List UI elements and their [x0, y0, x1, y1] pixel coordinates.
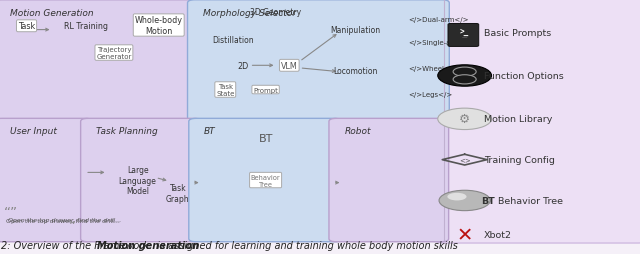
Text: Behavior
Tree: Behavior Tree: [251, 174, 280, 187]
Text: ⚙: ⚙: [459, 113, 470, 126]
Text: Motion Library: Motion Library: [484, 115, 552, 124]
Text: BT: BT: [259, 133, 273, 144]
Circle shape: [453, 75, 476, 85]
Text: RL Training: RL Training: [64, 22, 108, 31]
Text: Morphology Selector: Morphology Selector: [203, 9, 296, 18]
Text: 2D: 2D: [237, 61, 249, 71]
Text: Task: Task: [18, 22, 35, 31]
Circle shape: [438, 66, 492, 87]
Circle shape: [447, 193, 467, 201]
FancyBboxPatch shape: [189, 119, 342, 242]
Text: </>Dual-arm</>: </>Dual-arm</>: [408, 17, 469, 23]
Text: Large
Language
Model: Large Language Model: [118, 166, 157, 195]
Text: Robot: Robot: [344, 127, 371, 136]
Text: Locomotion: Locomotion: [333, 67, 378, 76]
FancyBboxPatch shape: [0, 1, 200, 121]
FancyBboxPatch shape: [0, 119, 93, 242]
Text: ”: ”: [68, 220, 76, 233]
Text: Manipulation: Manipulation: [330, 26, 380, 35]
Circle shape: [453, 68, 476, 77]
FancyBboxPatch shape: [81, 119, 202, 242]
Text: Open the top drawer, find the drill...: Open the top drawer, find the drill...: [6, 218, 120, 224]
Text: Motion generation: Motion generation: [97, 241, 198, 250]
Text: Basic Prompts: Basic Prompts: [484, 28, 551, 38]
Text: ✕: ✕: [456, 226, 473, 244]
Text: >_: >_: [460, 27, 469, 36]
Text: Prompt: Prompt: [253, 87, 278, 93]
Text: Xbot2: Xbot2: [484, 230, 512, 240]
Text: Task
Graph: Task Graph: [166, 183, 189, 203]
Text: BT: BT: [481, 196, 494, 205]
FancyBboxPatch shape: [188, 1, 449, 121]
Text: is assigned for learning and training whole body motion skills: is assigned for learning and training wh…: [154, 241, 458, 250]
Text: Function Options: Function Options: [484, 72, 564, 81]
Text: Task Planning: Task Planning: [96, 127, 157, 136]
Text: BT: BT: [204, 127, 216, 136]
Text: </>Wheel</>: </>Wheel</>: [408, 66, 458, 72]
Text: </>Single-arm</>: </>Single-arm</>: [408, 40, 474, 46]
FancyBboxPatch shape: [436, 0, 640, 243]
Text: Behavior Tree: Behavior Tree: [498, 196, 563, 205]
Text: Training Config: Training Config: [484, 155, 555, 165]
Circle shape: [439, 190, 490, 211]
Text: “”: “”: [4, 205, 18, 219]
FancyBboxPatch shape: [448, 24, 479, 47]
Text: Motion Generation: Motion Generation: [10, 9, 93, 18]
Text: </>Legs</>: </>Legs</>: [408, 91, 452, 98]
Text: Open the top drawer, find the drill...: Open the top drawer, find the drill...: [8, 217, 122, 222]
Text: User Input: User Input: [10, 127, 56, 136]
Text: 3D Geometry: 3D Geometry: [250, 8, 301, 17]
Text: —: —: [462, 36, 467, 41]
Text: Trajectory
Generator: Trajectory Generator: [96, 47, 132, 60]
Text: Whole-body
Motion: Whole-body Motion: [135, 16, 183, 36]
Text: Task
State: Task State: [216, 84, 234, 97]
Circle shape: [438, 109, 492, 130]
Text: Distillation: Distillation: [212, 36, 254, 45]
FancyBboxPatch shape: [329, 119, 449, 242]
Text: 2: Overview of the Framework.: 2: Overview of the Framework.: [1, 241, 156, 250]
Text: VLM: VLM: [281, 61, 298, 71]
Text: <>: <>: [459, 157, 470, 163]
